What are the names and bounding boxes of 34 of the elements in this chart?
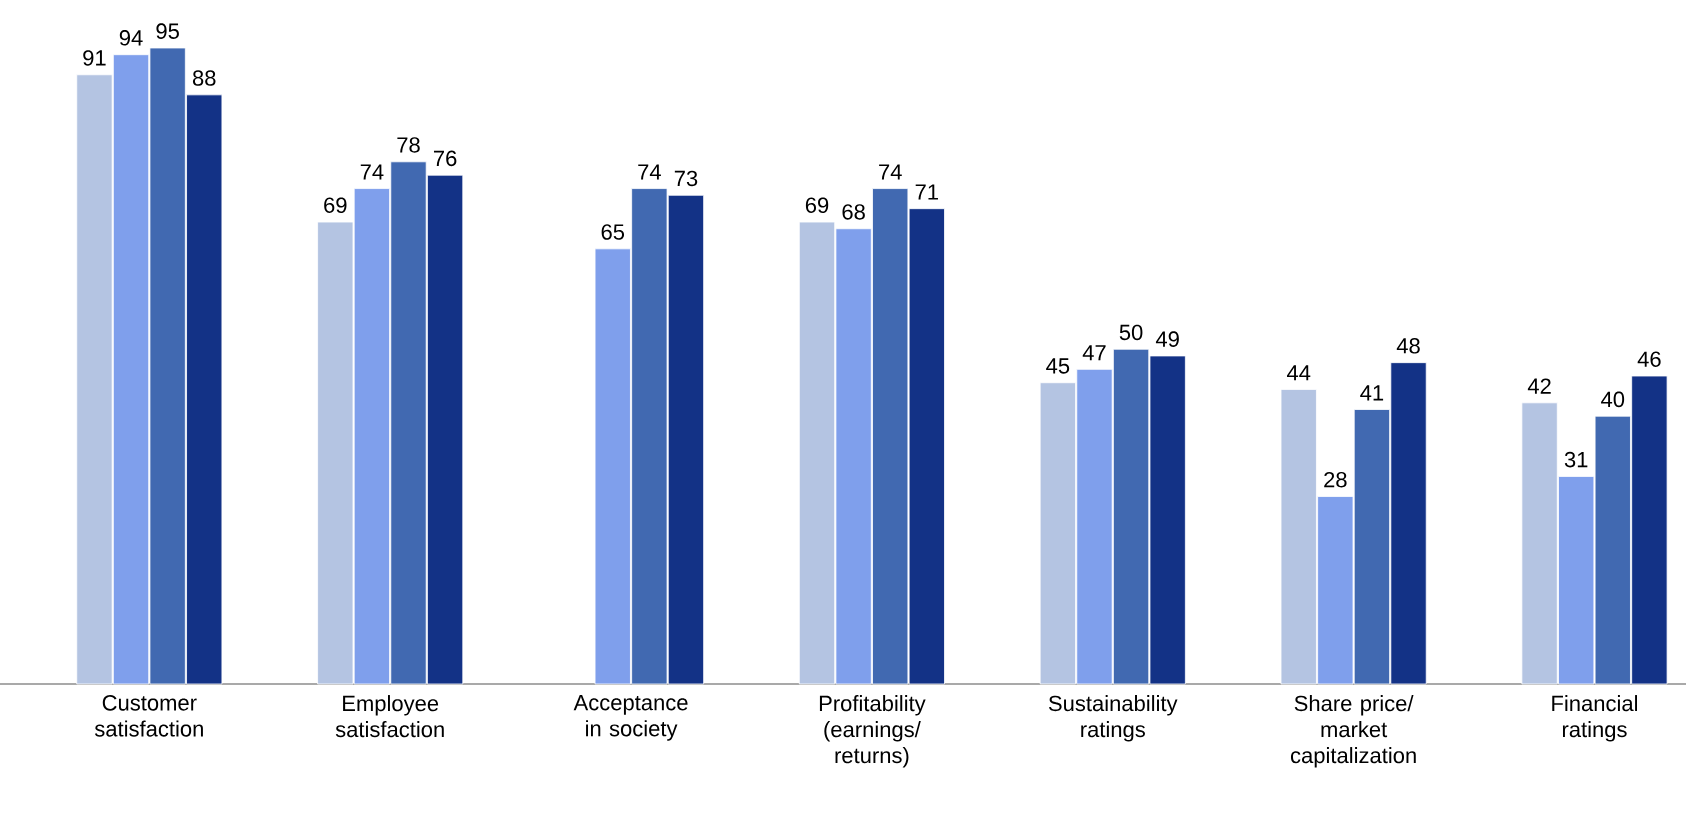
data-label: 31 xyxy=(1564,451,1588,468)
data-label: 68 xyxy=(842,204,865,220)
data-label: 40 xyxy=(1601,391,1625,408)
data-label: 42 xyxy=(1527,378,1551,394)
data-label: 71 xyxy=(915,184,938,200)
data-label: 73 xyxy=(674,170,698,187)
data-label: 88 xyxy=(192,70,216,86)
data-label: 94 xyxy=(119,30,143,46)
data-label: 74 xyxy=(360,164,384,180)
data-label: 46 xyxy=(1637,351,1661,367)
data-label: 91 xyxy=(83,50,106,66)
data-label: 69 xyxy=(805,197,829,213)
data-label: 45 xyxy=(1046,358,1070,374)
data-label: 44 xyxy=(1286,365,1311,381)
data-label: 50 xyxy=(1119,324,1143,341)
x-tick-label: Customer satisfaction xyxy=(94,695,203,737)
data-label: 65 xyxy=(601,224,625,240)
data-label: 41 xyxy=(1360,385,1384,401)
x-tick-label: Share price/ market capitalization xyxy=(1290,695,1416,768)
data-label: 76 xyxy=(433,150,457,167)
data-label: 28 xyxy=(1324,471,1347,488)
data-label: 49 xyxy=(1155,331,1179,347)
x-tick-label: Sustainability ratings xyxy=(1048,695,1178,742)
data-label: 74 xyxy=(879,164,902,180)
data-label: 47 xyxy=(1082,345,1106,361)
x-tick-label: Financial ratings xyxy=(1552,695,1638,742)
data-label: 69 xyxy=(324,197,347,213)
x-tick-label: Acceptance in society xyxy=(573,695,688,741)
data-label: 78 xyxy=(397,137,420,153)
x-tick-label: Employee satisfaction xyxy=(335,695,444,738)
data-label: 74 xyxy=(638,164,661,180)
data-label: 48 xyxy=(1396,338,1420,354)
data-label: 95 xyxy=(156,23,179,39)
x-tick-label: Profitability (earnings/ returns) xyxy=(819,695,926,768)
